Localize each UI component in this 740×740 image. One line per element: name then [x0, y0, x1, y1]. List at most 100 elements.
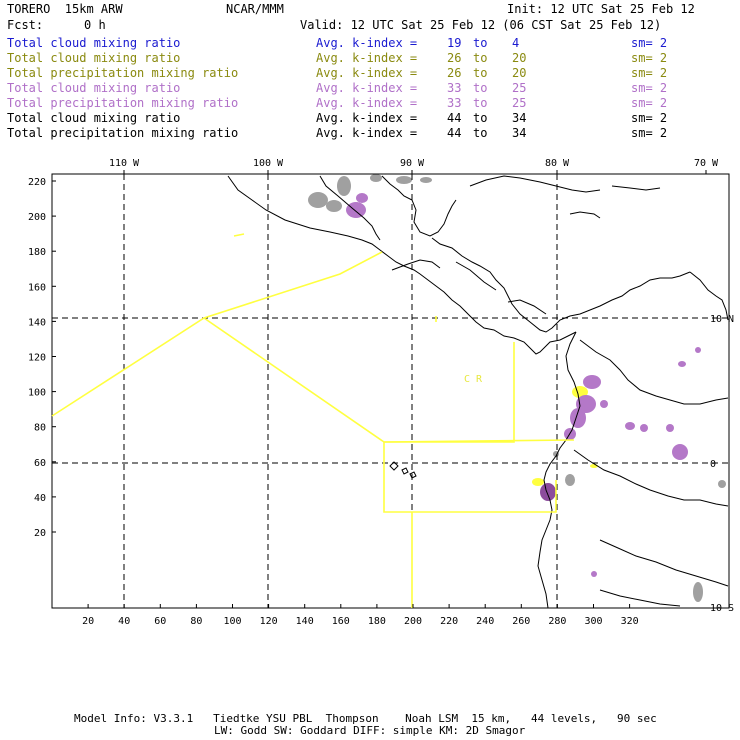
purple-field-blob	[583, 375, 601, 389]
legend-kindex-label: Avg. k-index =	[316, 81, 418, 95]
gray-field-blob	[337, 176, 351, 196]
legend-kindex-from: 33	[447, 81, 462, 95]
purple-field-blob	[356, 193, 368, 203]
footer-physics: LW: Godd SW: Goddard DIFF: simple KM: 2D…	[214, 724, 526, 737]
purple-field-blob	[640, 424, 648, 432]
legend-to: to	[473, 96, 488, 110]
legend-to: to	[473, 51, 488, 65]
legend-field: Total cloud mixing ratio	[7, 111, 181, 125]
y-tick-label: 60	[34, 458, 46, 469]
fcst-label: Fcst:	[7, 18, 44, 32]
legend-kindex-from: 44	[447, 111, 462, 125]
x-tick-label: 40	[118, 616, 130, 627]
legend-smoothing: sm= 2	[631, 111, 668, 125]
legend-kindex-from: 33	[447, 96, 462, 110]
coastline-caribbean-central	[431, 237, 691, 333]
legend-smoothing: sm= 2	[631, 51, 668, 65]
legend-to: to	[473, 81, 488, 95]
coastline-central-america-pacific	[227, 175, 577, 355]
purple-field-blob	[666, 424, 674, 432]
x-tick-label: 280	[548, 616, 566, 627]
legend-kindex-to: 34	[512, 126, 527, 140]
border-7	[599, 589, 681, 607]
legend-smoothing: sm= 2	[631, 96, 668, 110]
legend-smoothing: sm= 2	[631, 66, 668, 80]
fcst-value: 0 h	[84, 18, 106, 32]
legend-kindex-to: 25	[512, 96, 527, 110]
legend-field: Total cloud mixing ratio	[7, 81, 181, 95]
legend-kindex-from: 26	[447, 51, 462, 65]
yellow-field-blob	[532, 478, 544, 486]
y-tick-label: 140	[28, 317, 46, 328]
coastline-south-america-pacific	[537, 331, 581, 609]
legend-kindex-label: Avg. k-index =	[316, 66, 418, 80]
legend-to: to	[473, 66, 488, 80]
y-tick-label: 160	[28, 282, 46, 293]
lon-label: 110 W	[109, 158, 140, 169]
gray-field-blob	[420, 177, 432, 183]
legend-field: Total precipitation mixing ratio	[7, 126, 239, 140]
x-tick-label: 120	[260, 616, 278, 627]
legend-kindex-to: 4	[512, 36, 520, 50]
border-5	[573, 449, 729, 507]
gray-field-blob	[370, 174, 382, 182]
x-tick-label: 320	[621, 616, 639, 627]
model-title: TORERO 15km ARW	[7, 2, 123, 16]
x-tick-label: 100	[223, 616, 241, 627]
x-tick-label: 20	[82, 616, 94, 627]
coastlines	[227, 175, 729, 609]
lat-lon-grid	[52, 174, 729, 608]
x-tick-label: 300	[584, 616, 602, 627]
legend-smoothing: sm= 2	[631, 126, 668, 140]
legend-kindex-label: Avg. k-index =	[316, 96, 418, 110]
lat-label: 10 S	[710, 603, 734, 614]
border-3	[507, 299, 547, 315]
y-tick-label: 100	[28, 388, 46, 399]
legend-kindex-to: 20	[512, 51, 527, 65]
outline-box	[383, 439, 575, 513]
x-tick-label: 220	[440, 616, 458, 627]
coastline-gulf-mexico	[319, 175, 381, 241]
domain-outlines	[51, 233, 575, 608]
x-tick-label: 240	[476, 616, 494, 627]
footer-model-info: Model Info: V3.3.1 Tiedtke YSU PBL Thomp…	[74, 712, 657, 725]
legend-smoothing: sm= 2	[631, 36, 668, 50]
region-label: C R	[464, 374, 483, 385]
x-tick-label: 180	[368, 616, 386, 627]
gray-field-blob	[396, 176, 412, 184]
valid-time: Valid: 12 UTC Sat 25 Feb 12 (06 CST Sat …	[300, 18, 662, 32]
legend-kindex-label: Avg. k-index =	[316, 36, 418, 50]
border-6	[599, 539, 729, 587]
coastline-yucatan	[381, 175, 457, 237]
legend-to: to	[473, 36, 488, 50]
border-1	[391, 259, 441, 271]
purple-field-blob	[695, 347, 701, 353]
gray-field-blob	[565, 474, 575, 486]
y-tick-label: 180	[28, 247, 46, 258]
y-tick-label: 80	[34, 423, 46, 434]
outline-small1	[233, 233, 245, 237]
border-2	[455, 261, 497, 291]
island-cuba	[469, 175, 601, 193]
gray-field-blob	[693, 582, 703, 602]
lat-label: 10 N	[710, 314, 734, 325]
gray-field-blob	[326, 200, 342, 212]
x-tick-label: 80	[190, 616, 202, 627]
y-tick-label: 40	[34, 493, 46, 504]
legend-field: Total precipitation mixing ratio	[7, 96, 239, 110]
x-tick-label: 160	[332, 616, 350, 627]
lon-label: 70 W	[694, 158, 719, 169]
legend-kindex-from: 26	[447, 66, 462, 80]
y-tick-label: 220	[28, 177, 46, 188]
legend-smoothing: sm= 2	[631, 81, 668, 95]
legend-kindex-label: Avg. k-index =	[316, 111, 418, 125]
purple-field-blob	[576, 395, 596, 413]
legend-kindex-label: Avg. k-index =	[316, 126, 418, 140]
precip-fields	[308, 174, 726, 602]
legend-kindex-label: Avg. k-index =	[316, 51, 418, 65]
legend-kindex-to: 20	[512, 66, 527, 80]
outline-west	[51, 251, 383, 417]
lon-label: 90 W	[400, 158, 425, 169]
purple-field-blob	[600, 400, 608, 408]
